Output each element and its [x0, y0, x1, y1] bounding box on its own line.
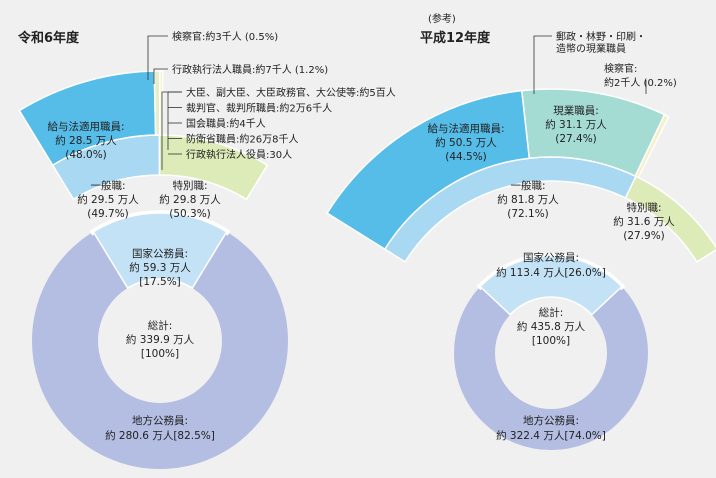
chart1-local-value: 約 280.6 万人[82.5%]: [105, 429, 215, 442]
agency-staff-slice: [153, 70, 161, 136]
chart1-prosecutor-note: 検察官:約3千人 (0.5%): [172, 30, 278, 43]
chart2-total-label: 総計:: [539, 306, 564, 319]
prosecutor-slice: [634, 113, 670, 179]
chart2-prosecutor-note: 検察官:: [604, 62, 637, 75]
chart1-special-label: 特別職:: [172, 180, 207, 192]
chart2-postal-note: 郵政・林野・印刷・: [556, 30, 646, 43]
chart2-total-pct: [100%]: [532, 335, 570, 347]
agency-leader-line: [153, 68, 168, 84]
chart2-local-label: 地方公務員:: [523, 414, 579, 427]
national-slice: [92, 212, 228, 290]
chart2-title-note: (参考): [428, 12, 456, 25]
chart1-total-label: 総計:: [148, 319, 173, 332]
chart2-title: 平成12年度: [420, 30, 491, 46]
chart1-national-label: 国家公務員:: [132, 247, 188, 260]
chart2-general-label: 一般職:: [510, 179, 545, 192]
chart1-salary-pct: (48.0%): [65, 149, 107, 161]
chart1-general-label: 一般職:: [90, 179, 125, 192]
chart1-special-note: 国会職員:約4千人: [186, 117, 266, 130]
chart2-salary-label: 給与法適用職員:: [427, 122, 504, 135]
chart1-salary-label: 給与法適用職員:: [47, 120, 124, 133]
chart1-special-note: 行政執行法人役員:30人: [186, 148, 292, 161]
chart1-general-pct: (49.7%): [87, 208, 129, 220]
chart2-special-pct: (27.9%): [623, 230, 665, 242]
chart2-postal-note: 造幣の現業職員: [556, 42, 626, 55]
chart2-field-value: 約 31.1 万人: [545, 118, 607, 131]
special-slice: [158, 134, 269, 201]
chart2-local-value: 約 322.4 万人[74.0%]: [496, 429, 606, 442]
chart1-total-value: 約 339.9 万人: [126, 333, 195, 346]
chart1-title: 令和6年度: [18, 30, 80, 46]
chart1-special-pct: (50.3%): [169, 208, 211, 220]
chart2-prosecutor-note: 約2千人 (0.2%): [604, 76, 677, 89]
chart2-national-label: 国家公務員:: [523, 251, 579, 264]
chart1-total-pct: [100%]: [141, 348, 179, 360]
chart1-salary-value: 約 28.5 万人: [55, 134, 117, 147]
national-slice: [479, 255, 623, 316]
chart2-salary-pct: (44.5%): [445, 151, 487, 163]
chart1-special-note: 大臣、副大臣、大臣政務官、大公使等:約5百人: [186, 86, 396, 99]
chart2-national-value: 約 113.4 万人[26.0%]: [496, 266, 606, 279]
chart1-special-note: 裁判官、裁判所職員:約2万6千人: [186, 102, 332, 115]
chart2-salary-value: 約 50.5 万人: [435, 136, 497, 149]
chart2-special-label: 特別職:: [626, 202, 661, 214]
chart2-general-pct: (72.1%): [507, 208, 549, 220]
chart2-special-value: 約 31.6 万人: [613, 215, 675, 228]
chart1-local-label: 地方公務員:: [132, 414, 188, 427]
chart1-special-note: 防衛省職員:約26万8千人: [186, 133, 298, 146]
chart1-special-value: 約 29.8 万人: [159, 193, 221, 206]
chart2-general-value: 約 81.8 万人: [497, 193, 559, 206]
prosecutor-leader-line: [147, 35, 168, 80]
chart1-agency-note: 行政執行法人職員:約7千人 (1.2%): [172, 63, 328, 76]
chart2-field-pct: (27.4%): [555, 133, 597, 145]
chart1-national-pct: [17.5%]: [139, 276, 181, 288]
special-slice: [624, 175, 716, 263]
chart1-national-value: 約 59.3 万人: [129, 261, 191, 274]
postal-leader-line: [533, 35, 552, 94]
chart1-general-value: 約 29.5 万人: [77, 193, 139, 206]
chart2-total-value: 約 435.8 万人: [517, 320, 586, 333]
chart2-field-label: 現業職員:: [553, 104, 599, 117]
